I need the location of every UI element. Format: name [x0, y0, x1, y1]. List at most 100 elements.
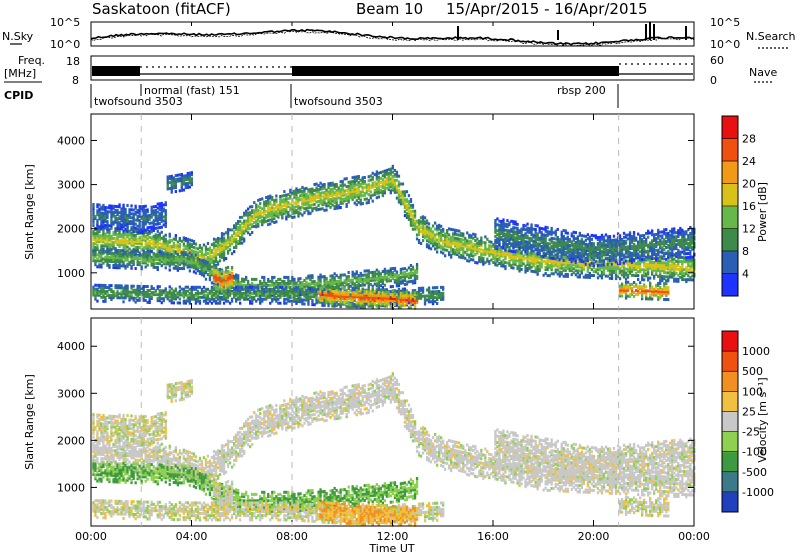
heatmap-cell: [349, 278, 352, 282]
heatmap-cell: [448, 253, 451, 257]
heatmap-cell: [411, 294, 415, 298]
heatmap-cell: [168, 175, 171, 179]
heatmap-cell: [120, 292, 123, 296]
heatmap-cell: [222, 285, 226, 289]
heatmap-cell: [94, 261, 97, 265]
heatmap-cell: [315, 190, 318, 194]
heatmap-cell: [415, 233, 419, 237]
heatmap-cell: [154, 212, 157, 216]
heatmap-cell: [168, 264, 171, 268]
heatmap-cell: [116, 292, 119, 296]
heatmap-cell: [313, 194, 316, 198]
heatmap-cell: [136, 224, 139, 228]
heatmap-cell: [120, 225, 123, 229]
heatmap-cell: [208, 278, 212, 282]
heatmap-cell: [214, 252, 218, 256]
heatmap-cell: [470, 240, 473, 244]
heatmap-cell: [444, 232, 447, 236]
heatmap-cell: [331, 280, 334, 284]
heatmap-cell: [470, 244, 473, 248]
heatmap-cell: [337, 288, 340, 292]
heatmap-cell: [506, 225, 509, 229]
heatmap-cell: [192, 260, 196, 264]
heatmap-cell: [456, 233, 459, 237]
heatmap-cell: [112, 254, 115, 258]
heatmap-cell: [144, 231, 147, 234]
heatmap-cell: [96, 227, 99, 231]
heatmap-cell: [277, 291, 280, 295]
heatmap-cell: [381, 182, 384, 186]
heatmap-cell: [94, 240, 97, 244]
heatmap-cell: [146, 293, 149, 296]
heatmap-cell: [192, 266, 196, 270]
heatmap-cell: [110, 298, 113, 301]
heatmap-cell: [164, 289, 167, 293]
heatmap-cell: [216, 262, 220, 266]
heatmap-cell: [220, 251, 224, 255]
heatmap-cell: [401, 303, 405, 307]
heatmap-cell: [470, 246, 473, 250]
heatmap-cell: [389, 185, 392, 189]
heatmap-cell: [401, 200, 405, 204]
heatmap-cell: [311, 287, 314, 291]
heatmap-cell: [371, 296, 374, 299]
heatmap-cell: [224, 241, 228, 245]
heatmap-cell: [506, 219, 509, 223]
heatmap-cell: [319, 277, 322, 281]
heatmap-cell: [431, 300, 435, 304]
heatmap-cell: [335, 296, 338, 300]
heatmap-cell: [222, 238, 226, 242]
heatmap-cell: [265, 289, 268, 293]
heatmap-cell: [156, 214, 159, 218]
heatmap-cell: [500, 245, 503, 249]
heatmap-cell: [94, 295, 97, 299]
heatmap-cell: [146, 208, 149, 212]
heatmap-cell: [98, 211, 101, 215]
heatmap-cell: [224, 231, 228, 235]
heatmap-cell: [257, 285, 260, 289]
heatmap-cell: [454, 248, 457, 252]
heatmap-cell: [128, 294, 131, 298]
heatmap-cell: [359, 200, 362, 204]
heatmap-cell: [212, 247, 216, 251]
heatmap-cell: [156, 220, 159, 224]
heatmap-cell: [124, 256, 127, 260]
heatmap-cell: [128, 208, 131, 212]
heatmap-cell: [118, 233, 121, 237]
heatmap-cell: [387, 290, 390, 294]
freq-unit-label: [MHz]: [4, 67, 36, 80]
heatmap-cell: [423, 300, 427, 304]
heatmap-cell: [142, 221, 145, 224]
heatmap-cell: [399, 303, 403, 307]
heatmap-cell: [277, 277, 280, 281]
heatmap-cell: [506, 249, 509, 253]
heatmap-cell: [277, 211, 280, 215]
cpid-entry-3: twofsound 3503: [294, 95, 383, 108]
heatmap-cell: [279, 281, 282, 285]
heatmap-cell: [373, 276, 376, 280]
heatmap-cell: [253, 285, 256, 289]
heatmap-cell: [297, 188, 300, 192]
heatmap-cell: [369, 277, 372, 280]
heatmap-cell: [108, 294, 111, 297]
heatmap-cell: [230, 234, 234, 238]
heatmap-cell: [508, 231, 511, 235]
heatmap-cell: [120, 217, 123, 221]
heatmap-cell: [502, 226, 505, 230]
heatmap-cell: [271, 281, 274, 285]
heatmap-cell: [267, 293, 270, 297]
heatmap-cell: [335, 280, 338, 283]
heatmap-cell: [311, 293, 314, 297]
heatmap-cell: [170, 178, 173, 182]
heatmap-cell: [230, 268, 234, 272]
heatmap-cell: [106, 206, 109, 210]
heatmap-cell: [309, 297, 312, 300]
heatmap-cell: [92, 232, 95, 236]
heatmap-cell: [158, 256, 161, 260]
heatmap-cell: [476, 243, 479, 247]
heatmap-cell: [506, 253, 509, 257]
heatmap-cell: [255, 213, 258, 217]
heatmap-cell: [116, 256, 119, 260]
heatmap-cell: [196, 255, 200, 259]
heatmap-cell: [182, 253, 185, 257]
